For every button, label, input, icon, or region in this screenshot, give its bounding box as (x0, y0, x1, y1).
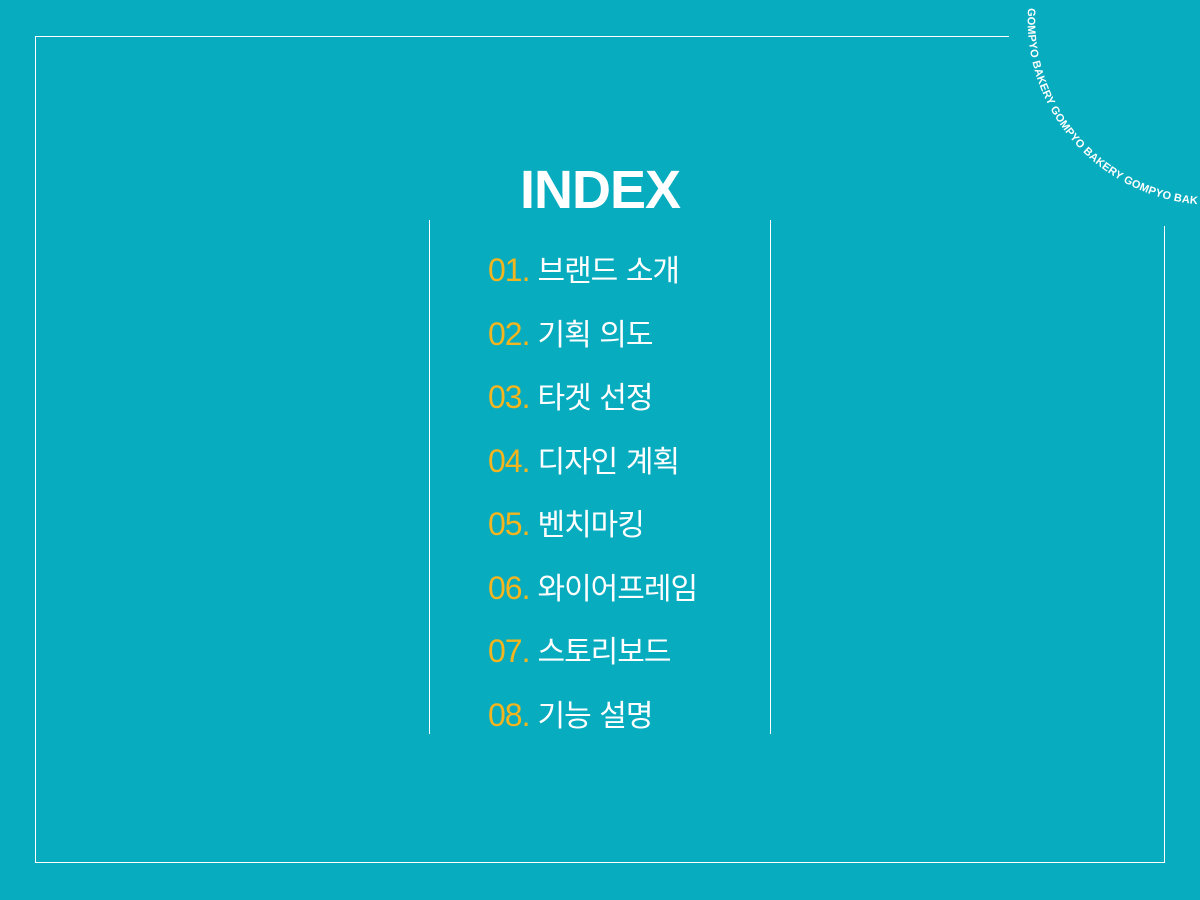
index-item-feature-description[interactable]: 08. 기능 설명 (488, 691, 697, 755)
index-label: 타겟 선정 (537, 381, 653, 416)
index-number: 07. (488, 633, 530, 669)
index-label: 기획 의도 (537, 317, 653, 353)
index-number: 08. (488, 696, 530, 733)
index-label: 스토리보드 (537, 635, 671, 670)
index-number: 01. (488, 252, 530, 288)
index-item-target-selection[interactable]: 03. 타겟 선정 (488, 373, 697, 437)
index-number: 02. (488, 315, 530, 352)
frame-border-right (1164, 226, 1165, 863)
index-label: 브랜드 소개 (537, 254, 680, 289)
divider-right (770, 220, 771, 734)
index-item-benchmarking[interactable]: 05. 벤치마킹 (488, 500, 697, 564)
index-label: 벤치마킹 (537, 508, 644, 543)
index-item-planning-intent[interactable]: 02. 기획 의도 (488, 310, 697, 374)
index-label: 와이어프레임 (537, 571, 698, 607)
index-number: 04. (488, 442, 530, 479)
index-number: 05. (488, 506, 530, 542)
frame-border-left (35, 36, 36, 863)
index-label: 기능 설명 (537, 698, 653, 734)
frame-border-top (35, 36, 1009, 37)
index-list: 01. 브랜드 소개 02. 기획 의도 03. 타겟 선정 04. 디자인 계획 05… (488, 246, 698, 755)
gompyo-bakery-circular-stamp: GOMPYO BAKERY GOMPYO BAKERY GOMPYO BAKER… (0, 0, 1198, 207)
index-item-brand-intro[interactable]: 01. 브랜드 소개 (488, 246, 697, 310)
page-title: INDEX (519, 160, 681, 220)
index-number: 03. (488, 379, 530, 415)
index-number: 06. (488, 569, 530, 606)
index-label: 디자인 계획 (537, 444, 680, 480)
index-item-storyboard[interactable]: 07. 스토리보드 (488, 627, 697, 691)
index-item-wireframe[interactable]: 06. 와이어프레임 (488, 564, 698, 628)
index-item-design-plan[interactable]: 04. 디자인 계획 (488, 437, 697, 501)
frame-border-bottom (35, 862, 1165, 863)
divider-left (429, 220, 430, 734)
